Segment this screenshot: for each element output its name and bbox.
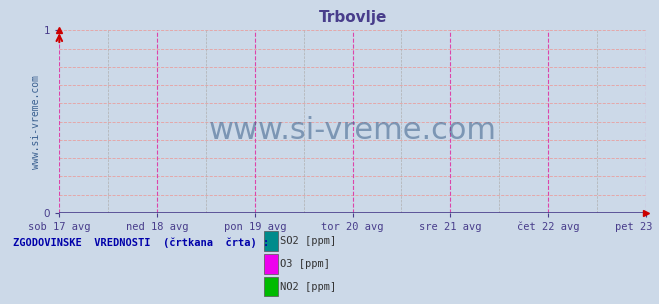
Text: SO2 [ppm]: SO2 [ppm]	[280, 236, 336, 246]
Text: www.si-vreme.com: www.si-vreme.com	[208, 116, 497, 145]
Title: Trbovlje: Trbovlje	[318, 10, 387, 25]
Y-axis label: www.si-vreme.com: www.si-vreme.com	[31, 74, 41, 169]
Text: NO2 [ppm]: NO2 [ppm]	[280, 282, 336, 292]
Text: ZGODOVINSKE  VREDNOSTI  (črtkana  črta) :: ZGODOVINSKE VREDNOSTI (črtkana črta) :	[13, 237, 270, 248]
Text: O3 [ppm]: O3 [ppm]	[280, 259, 330, 269]
